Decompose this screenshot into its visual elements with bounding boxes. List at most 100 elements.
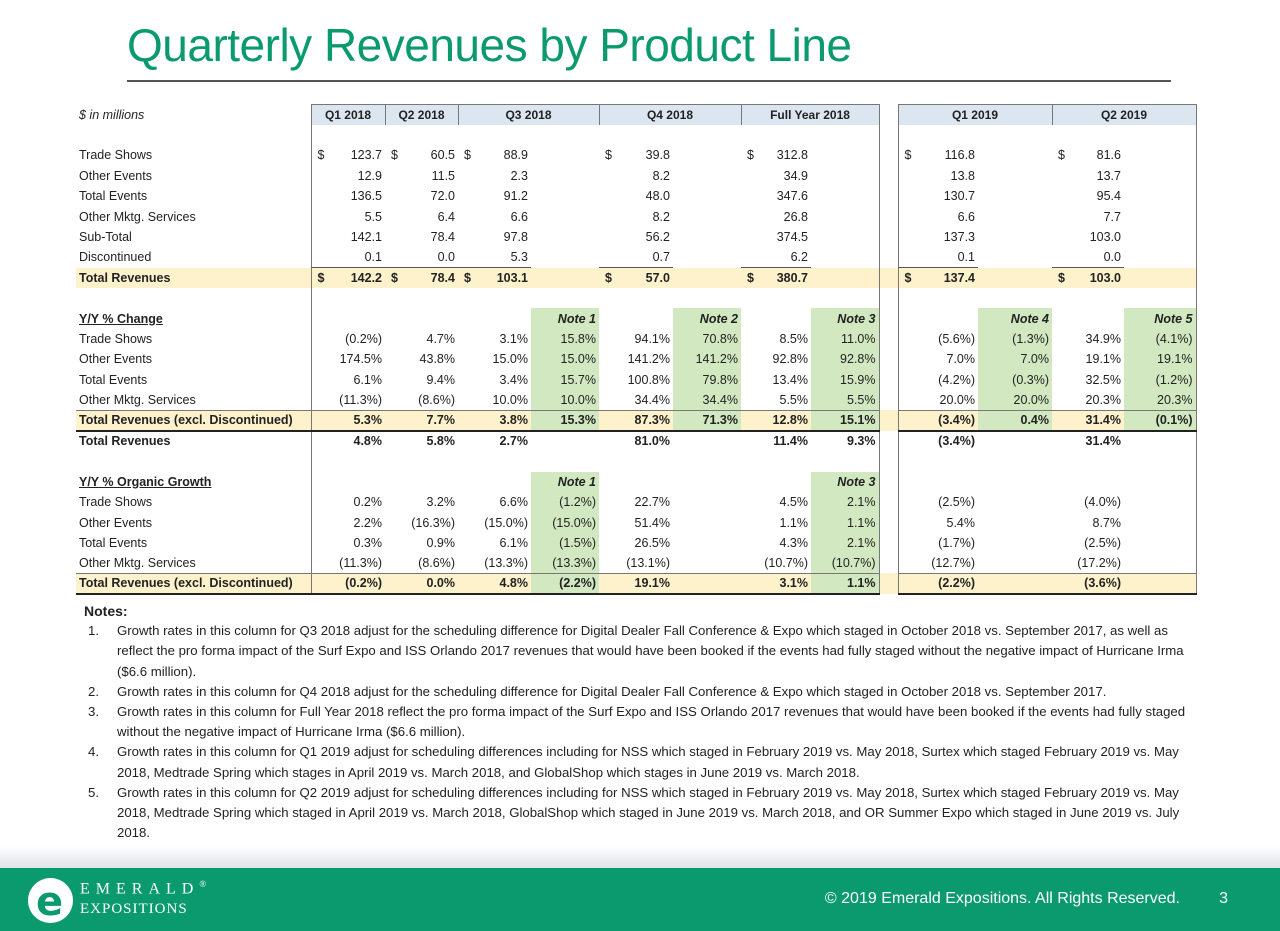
blank-cell [879,573,898,593]
revenue-value: 12.9 [310,165,385,187]
revenue-value: 56.2 [599,227,673,247]
notes-section: Notes: 1. Growth rates in this column for… [84,601,1194,843]
revenue-value: 0.0 [385,247,458,269]
row-label: Other Events [79,168,152,183]
value-text: 60.5 [430,148,455,163]
growth-value: 15.8% [531,328,599,350]
growth-value: 4.7% [426,331,456,346]
growth-value: 11.0% [811,328,880,350]
page-title: Quarterly Revenues by Product Line [127,19,852,71]
value-text: 48.0 [645,189,670,204]
blank-cell [1052,308,1124,328]
growth-value: (1.7%) [897,532,978,554]
blank-cell [811,267,880,289]
revenue-value: $88.9 [458,145,531,165]
value-text: 0.0 [1103,250,1121,265]
row-label: Total Revenues (excl. Discontinued) [76,572,311,595]
blank-cell [978,206,1052,226]
blank-cell [978,227,1052,247]
growth-value: 2.1% [811,532,880,554]
blank-cell [599,308,673,328]
blank-cell [531,247,599,267]
revenue-value: $137.4 [897,267,978,289]
value-text: 347.6 [776,189,808,204]
section-title: Y/Y % Change [79,311,163,326]
growth-value: 100.8% [627,372,670,387]
blank-cell [1124,451,1197,472]
note-text: Growth rates in this column for Full Yea… [117,704,1186,740]
growth-value: (16.3%) [411,515,455,530]
growth-value: (3.4%) [897,409,978,432]
growth-row: Other Mktg. Services (11.3%) (8.6%) 10.0% 10… [76,389,1197,411]
row-label: Total Events [79,372,148,387]
revenue-value: 78.4 [385,227,458,247]
note-reference: Note 1 [531,308,599,329]
row-label: Sub-Total [79,230,132,245]
blank-cell [310,451,385,472]
growth-value: 15.3% [531,409,599,432]
growth-value: 1.1% [811,572,880,595]
blank-cell [531,145,599,165]
revenue-row: Total Events 136.5 72.0 91.2 48.0 347.6 130.7 9… [76,186,1197,207]
growth-value: 19.1% [1085,352,1121,367]
growth-value: (5.6%) [897,328,978,350]
revenue-value: 48.0 [599,186,673,206]
revenue-value: 347.6 [741,186,811,206]
blank-cell [673,186,741,206]
blank-cell [741,472,811,492]
blank-cell [978,145,1052,165]
section-header-row: Y/Y % Change Note 1 Note 2 Note 3 Note 4 Note… [76,308,1197,329]
revenue-value: $39.8 [599,145,673,165]
growth-value [978,553,1052,573]
growth-value: (3.4%) [897,430,978,452]
value-text: 0.1 [957,250,975,265]
value-text: 312.8 [776,148,808,163]
column-header: Q1 2018 [310,103,386,125]
blank-cell [1124,267,1197,289]
note-text: Growth rates in this column for Q2 2019 … [117,784,1180,841]
growth-row: Other Events 174.5% 43.8% 15.0% 15.0% 141.2% 1… [76,349,1197,370]
growth-value: (13.3%) [531,553,599,574]
growth-value: (4.2%) [897,369,978,390]
blank-cell [1124,226,1197,248]
blank-cell [811,288,880,309]
blank-cell [1124,288,1197,309]
currency-symbol: $ [391,148,398,163]
value-text: 6.2 [790,250,808,265]
revenue-value: 136.5 [310,186,385,207]
revenue-value: 91.2 [458,186,531,206]
growth-value: 34.4% [673,389,741,411]
total-revenues-row: Total Revenues $142.2 $78.4 $103.1 $57.0 $380… [76,267,1197,289]
note-text: Growth rates in this column for Q3 2018 … [117,623,1184,679]
blank-cell [531,451,599,471]
revenue-row: Trade Shows $123.7 $60.5 $88.9 $39.8 $312.8 $1… [76,145,1197,166]
blank-cell [741,451,811,471]
growth-value: 4.8% [310,430,385,452]
blank-cell [1052,125,1124,145]
row-label: Trade Shows [79,331,153,346]
blank-cell [310,288,385,309]
note-number: 2. [88,683,99,699]
growth-value: (0.3%) [978,369,1052,390]
blank-cell [1052,288,1124,308]
value-text: 2.3 [510,168,528,183]
growth-value: 70.8% [673,328,741,350]
growth-value: (2.2%) [531,572,599,595]
blank-cell [1124,247,1197,268]
revenue-row: Sub-Total 142.1 78.4 97.8 56.2 374.5 137.3 103.… [76,226,1197,248]
note-item: 1. Growth rates in this column for Q3 201… [84,621,1194,682]
growth-value [673,533,741,553]
value-text: 81.6 [1096,148,1121,163]
revenue-row: Discontinued 0.1 0.0 5.3 0.7 6.2 0.1 0.0 [76,247,1197,269]
value-text: 137.3 [943,230,975,245]
growth-value: (10.7%) [811,553,880,574]
blank-cell [879,227,898,247]
blank-cell [978,125,1052,145]
growth-row: Other Events 2.2% (16.3%) (15.0%) (15.0%) 51.… [76,512,1197,533]
growth-value: 71.3% [673,409,741,432]
revenue-value: 7.7 [1052,206,1124,226]
blank-cell [811,206,880,227]
growth-value: (1.2%) [1124,369,1197,390]
blank-cell [811,186,880,207]
blank-cell [310,124,385,146]
